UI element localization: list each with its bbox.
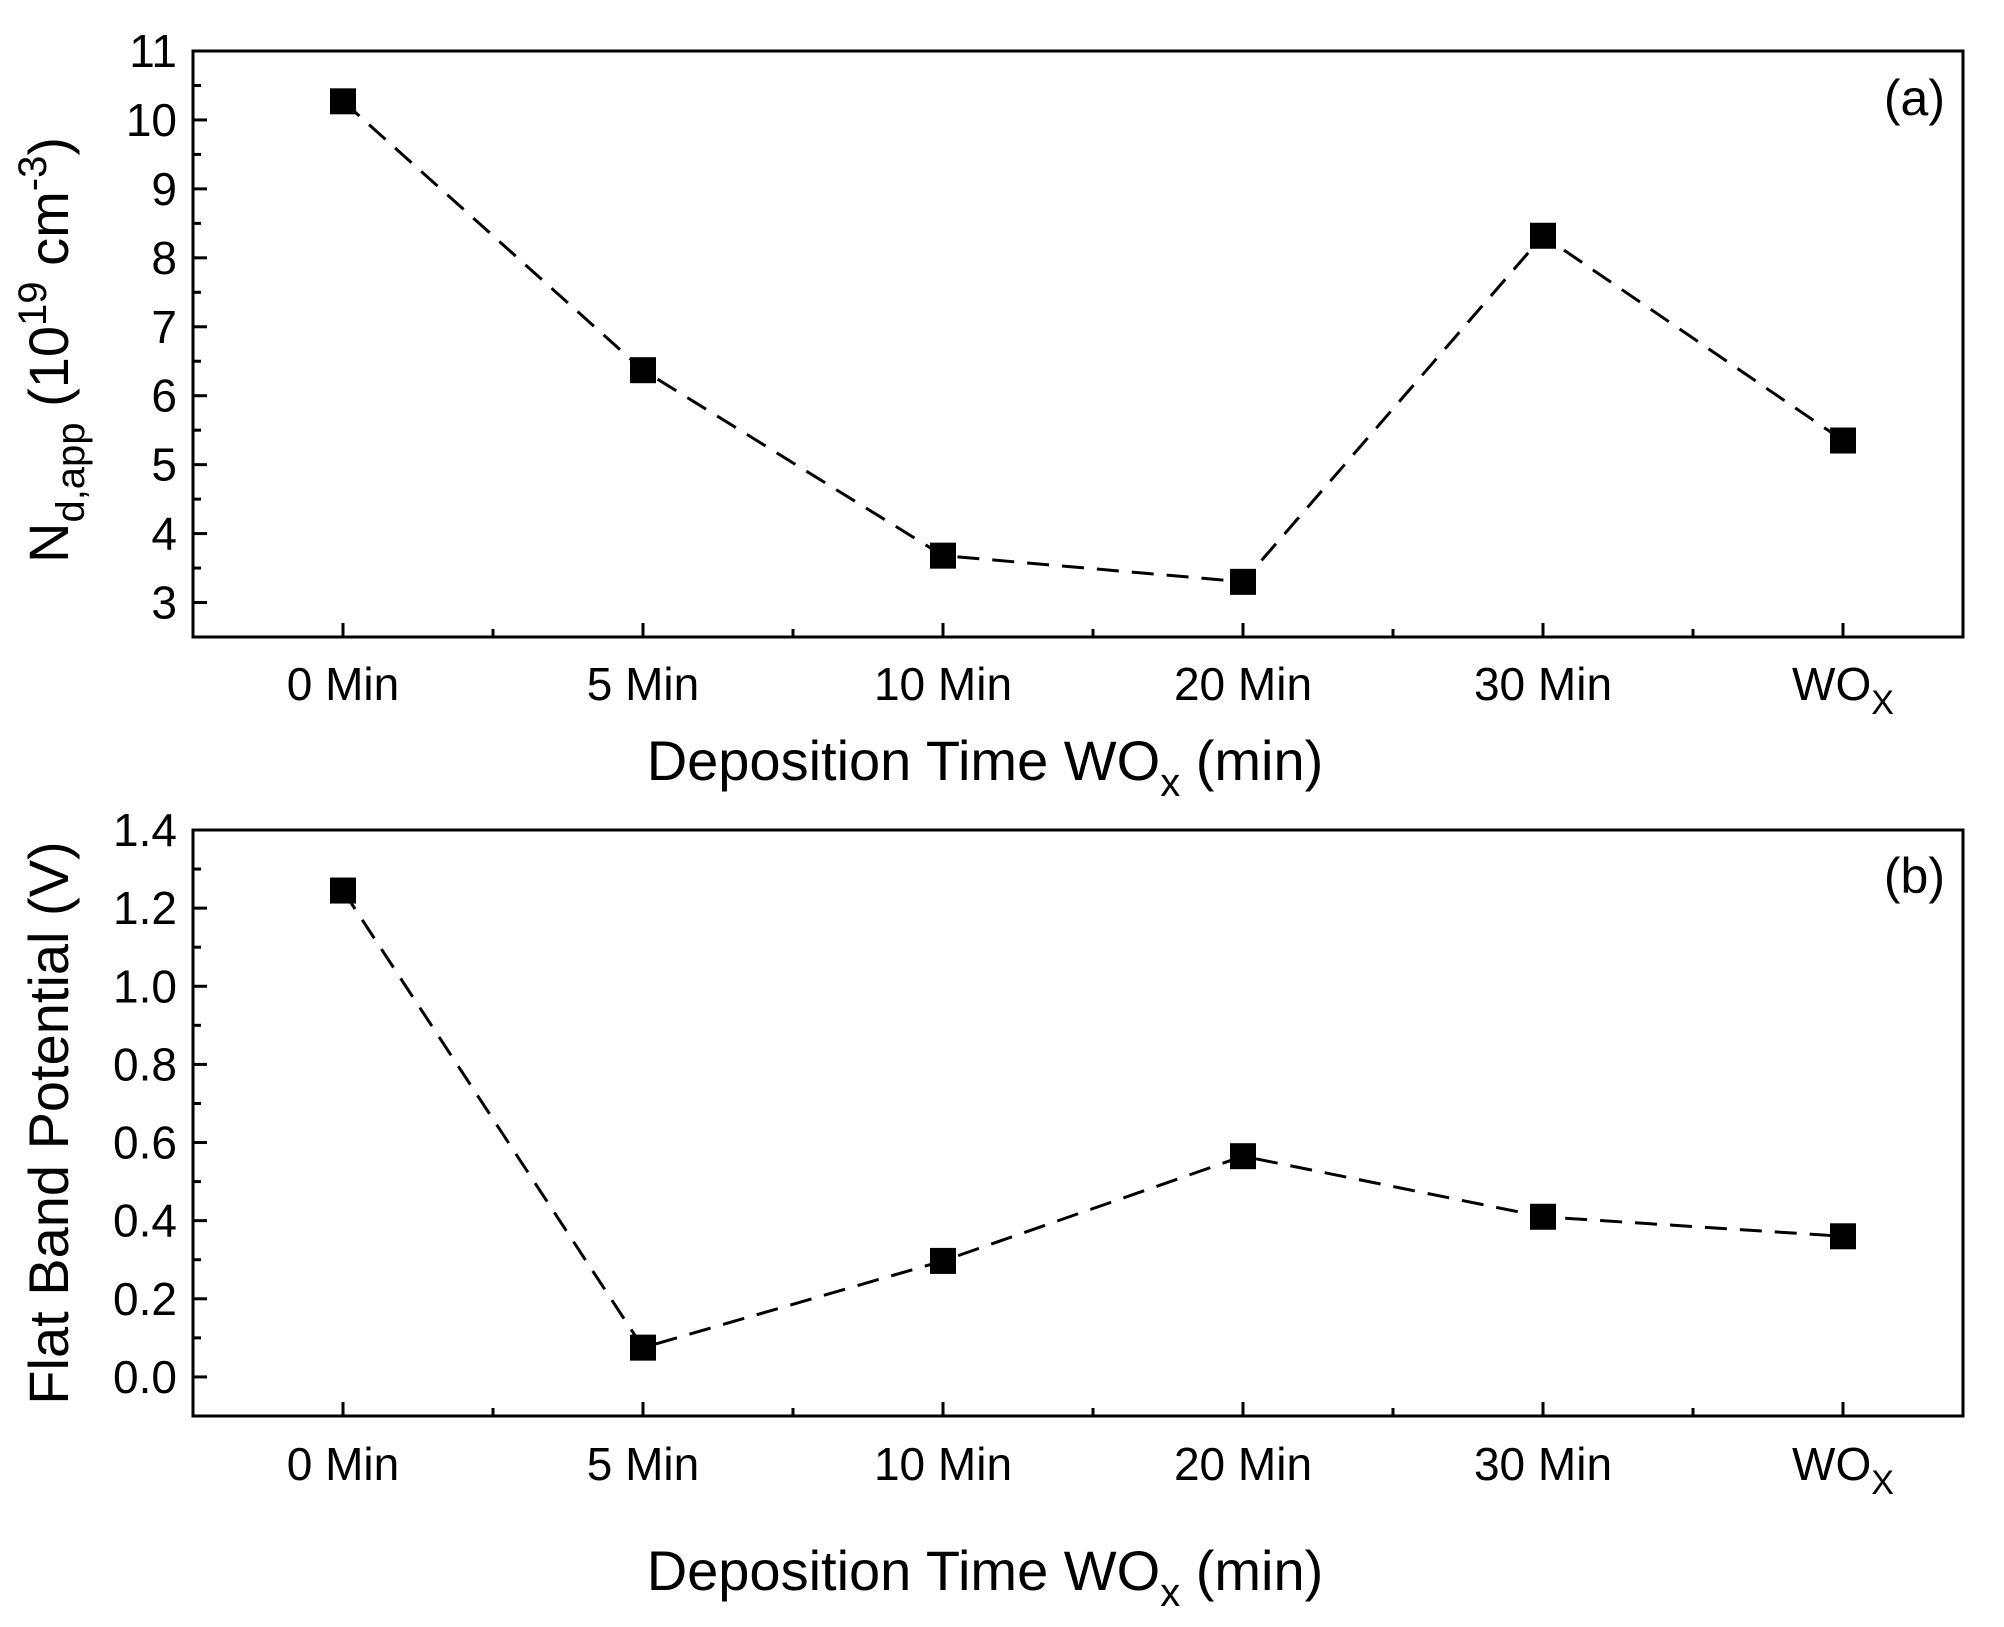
- ticks-a: 3 4 5 6 7 8 9 10 11 0 Min 5 Min 10 Min 20 Min 30 Min W…: [126, 25, 1894, 722]
- data-point-a: [930, 542, 956, 569]
- y-tick-label-b: 1.2: [113, 882, 177, 934]
- y-tick-label-b: 0.6: [113, 1117, 177, 1169]
- y-tick-label-b: 1.0: [113, 960, 177, 1012]
- y-tick-label-a: 3: [151, 577, 177, 629]
- x-tick-label-b: 5 Min: [587, 1438, 699, 1490]
- data-point-a: [1830, 427, 1856, 454]
- x-tick-label-a: 20 Min: [1174, 658, 1312, 710]
- series-line-a: [341, 100, 1844, 584]
- data-point-b: [1530, 1203, 1556, 1230]
- y-axis-title-a: Nd,app (1019 cm-3): [11, 137, 93, 563]
- x-tick-label-a: 10 Min: [874, 658, 1012, 710]
- data-point-a: [1230, 568, 1256, 595]
- y-tick-label-b: 0.4: [113, 1195, 177, 1247]
- y-tick-label-a: 6: [151, 370, 177, 422]
- data-point-a: [1530, 222, 1556, 249]
- series-line-b: [341, 889, 1844, 1350]
- y-tick-label-b: 1.4: [113, 804, 177, 856]
- marks-a: [330, 88, 1856, 595]
- x-tick-label-b: 10 Min: [874, 1438, 1012, 1490]
- y-tick-label-a: 7: [151, 301, 177, 353]
- plot-frame-a: [191, 49, 1965, 639]
- panel-b: 0.0 0.2 0.4 0.6 0.8 1.0 1.2 1.4 0 Min 5 Min 10 Min…: [17, 804, 1965, 1615]
- data-point-b: [1230, 1143, 1256, 1170]
- y-tick-label-a: 11: [129, 25, 177, 77]
- panel-label-a: (a): [1884, 70, 1945, 126]
- y-tick-label-b: 0.2: [113, 1273, 177, 1325]
- data-point-b: [630, 1334, 656, 1361]
- x-tick-label-b: WOX: [1792, 1438, 1894, 1502]
- x-tick-label-a: 30 Min: [1474, 658, 1612, 710]
- data-point-a: [330, 88, 356, 115]
- y-tick-label-a: 5: [151, 439, 177, 491]
- y-tick-label-b: 0.0: [113, 1351, 177, 1403]
- marks-b: [330, 877, 1856, 1361]
- panel-label-b: (b): [1884, 848, 1945, 904]
- x-tick-label-b: 20 Min: [1174, 1438, 1312, 1490]
- plot-frame-b: [191, 828, 1965, 1418]
- data-point-a: [630, 357, 656, 384]
- x-tick-label-a: WOX: [1792, 658, 1894, 722]
- x-axis-title-a: Deposition Time WOx (min): [647, 729, 1324, 805]
- x-tick-label-b: 0 Min: [287, 1438, 399, 1490]
- data-point-b: [330, 877, 356, 904]
- x-tick-label-a: 0 Min: [287, 658, 399, 710]
- x-tick-label-a: 5 Min: [587, 658, 699, 710]
- panel-a: 3 4 5 6 7 8 9 10 11 0 Min 5 Min 10 Min 20 Min 30 Min W…: [11, 25, 1965, 805]
- x-axis-title-b: Deposition Time WOx (min): [647, 1539, 1324, 1615]
- y-axis-title-b: Flat Band Potential (V): [17, 841, 80, 1404]
- y-tick-label-a: 8: [151, 232, 177, 284]
- data-point-b: [1830, 1223, 1856, 1250]
- y-tick-label-a: 4: [151, 508, 177, 560]
- ticks-b: 0.0 0.2 0.4 0.6 0.8 1.0 1.2 1.4 0 Min 5 Min 10 Min…: [113, 804, 1894, 1502]
- y-tick-label-a: 10: [126, 94, 177, 146]
- data-point-b: [930, 1247, 956, 1274]
- y-tick-label-b: 0.8: [113, 1038, 177, 1090]
- x-tick-label-b: 30 Min: [1474, 1438, 1612, 1490]
- y-tick-label-a: 9: [151, 163, 177, 215]
